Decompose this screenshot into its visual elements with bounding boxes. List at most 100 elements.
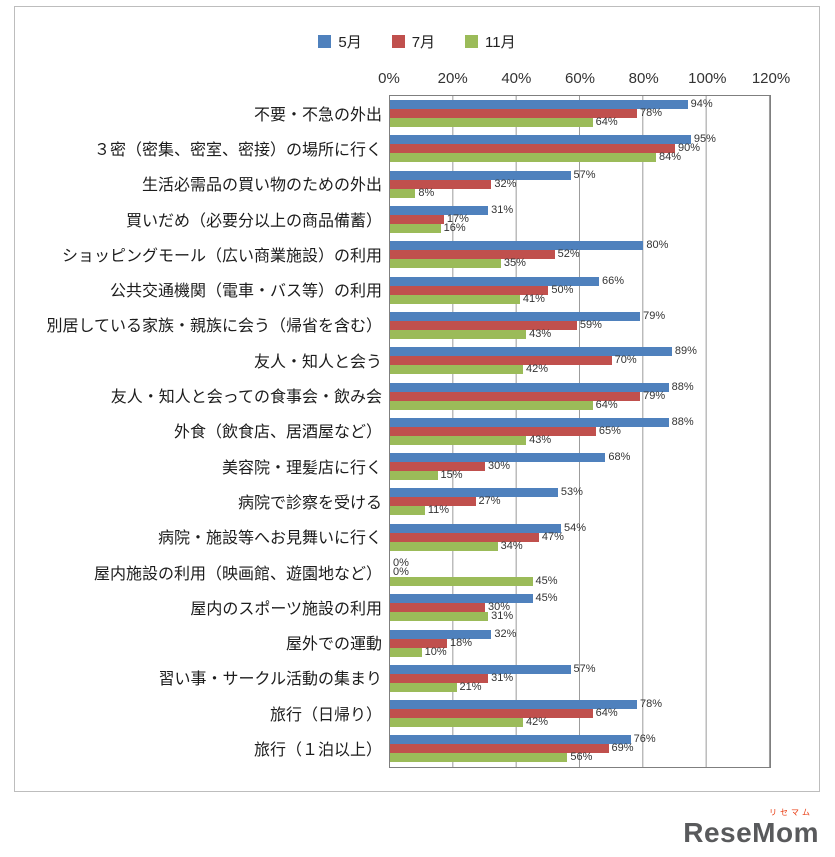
legend-swatch <box>318 35 332 48</box>
bar-group: 68% 30% 15% <box>390 449 770 484</box>
bar-group: 54% 47% 34% <box>390 520 770 555</box>
bar-value-label: 53% <box>560 486 583 499</box>
bar-group: 80% 52% 35% <box>390 237 770 272</box>
bar-value-label: 90% <box>678 142 701 155</box>
bar-fill <box>390 294 520 304</box>
bar-value-label: 17% <box>446 213 469 226</box>
bar-5月: 79% <box>390 309 770 322</box>
category-label: ショッピングモール（広い商業施設）の利用 <box>61 247 382 265</box>
bar-value-label: 89% <box>674 345 697 358</box>
bar-fill <box>390 744 609 754</box>
category-label: 不要・不急の外出 <box>253 106 382 124</box>
bar-value-label: 70% <box>614 354 637 367</box>
legend: 5月 7月 11月 <box>15 7 819 52</box>
bar-group: 95% 90% 84% <box>390 131 770 166</box>
bar-7月: 17% <box>390 213 770 226</box>
bar-5月: 88% <box>390 380 770 393</box>
bar-value-label: 16% <box>443 222 466 235</box>
bar-value-label: 94% <box>690 98 713 111</box>
bar-5月: 94% <box>390 98 770 111</box>
bar-group: 57% 32% 8% <box>390 167 770 202</box>
bar-value-label: 32% <box>494 627 517 640</box>
logo-katakana-text: リセマム <box>769 808 813 817</box>
bar-11月: 31% <box>390 610 770 623</box>
legend-item: 5月 <box>318 31 362 52</box>
bar-11月: 64% <box>390 399 770 410</box>
bar-value-label: 88% <box>671 415 694 428</box>
bar-5月: 32% <box>390 627 770 640</box>
bar-11月: 10% <box>390 646 770 657</box>
x-axis-tick: 80% <box>628 70 659 87</box>
bar-value-label: 31% <box>491 610 514 623</box>
bar-11月: 21% <box>390 681 770 692</box>
bar-value-label: 79% <box>643 309 666 322</box>
bar-group: 0% 0% 45% <box>390 555 770 590</box>
bar-value-label: 31% <box>491 204 514 217</box>
bar-value-label: 79% <box>643 389 666 402</box>
bar-value-label: 30% <box>488 601 511 614</box>
plot-area: 94% 78% 64% 95% 90% 84% 57% 32% 8% 31% 17% 16% 80% 52… <box>389 95 771 768</box>
bar-value-label: 47% <box>541 530 564 543</box>
bar-value-label: 30% <box>488 460 511 473</box>
bar-fill <box>390 179 492 189</box>
bar-5月: 78% <box>390 699 770 710</box>
bar-value-label: 66% <box>602 274 625 287</box>
bar-5月: 95% <box>390 133 770 146</box>
bar-fill <box>390 718 523 728</box>
bar-5月: 66% <box>390 274 770 287</box>
bar-7月: 30% <box>390 460 770 473</box>
bar-7月: 0% <box>390 567 770 578</box>
bar-group: 78% 64% 42% <box>390 696 770 731</box>
bar-7月: 70% <box>390 354 770 367</box>
bar-5月: 54% <box>390 522 770 533</box>
bar-7月: 27% <box>390 496 770 507</box>
category-labels: 不要・不急の外出 ３密（密集、密室、密接）の場所に行く生活必需品の買い物のための外… <box>15 95 389 768</box>
bar-11月: 42% <box>390 717 770 728</box>
x-axis-tick: 0% <box>378 70 400 87</box>
category-label: 屋外での運動 <box>285 636 382 654</box>
bar-value-label: 56% <box>570 751 593 764</box>
bar-fill <box>390 453 606 463</box>
bar-fill <box>390 215 444 225</box>
bar-fill <box>390 170 571 180</box>
x-axis-tick: 120% <box>751 70 791 87</box>
resemom-logo: リセマム ReseMom <box>683 807 819 847</box>
x-axis-tick: 100% <box>688 70 727 87</box>
bar-value-label: 64% <box>595 707 618 720</box>
bar-value-label: 11% <box>427 504 450 517</box>
bar-fill <box>390 709 593 719</box>
bar-value-label: 15% <box>440 469 463 482</box>
bar-value-label: 42% <box>526 363 549 376</box>
bar-group: 79% 59% 43% <box>390 308 770 343</box>
category-label: 生活必需品の買い物のための外出 <box>141 177 382 195</box>
bar-value-label: 65% <box>598 424 621 437</box>
category-label: ３密（密集、密室、密接）の場所に行く <box>93 141 382 159</box>
bar-value-label: 76% <box>633 733 656 746</box>
bar-fill <box>390 285 549 295</box>
bar-fill <box>390 682 457 692</box>
bar-fill <box>390 276 599 286</box>
bar-fill <box>390 462 485 472</box>
bar-value-label: 95% <box>693 133 716 146</box>
bar-group: 57% 31% 21% <box>390 661 770 696</box>
bar-value-label: 52% <box>557 248 580 261</box>
bar-fill <box>390 638 447 648</box>
bar-value-label: 35% <box>503 257 526 270</box>
bar-5月: 53% <box>390 486 770 499</box>
category-label: 公共交通機関（電車・バス等）の利用 <box>109 283 382 301</box>
bar-fill <box>390 391 641 401</box>
bar-value-label: 88% <box>671 380 694 393</box>
bar-7月: 31% <box>390 672 770 683</box>
bar-value-label: 50% <box>551 283 574 296</box>
bar-11月: 45% <box>390 576 770 587</box>
bar-group: 94% 78% 64% <box>390 96 770 131</box>
bar-fill <box>390 311 641 321</box>
bar-fill <box>390 259 501 269</box>
bar-value-label: 8% <box>418 186 435 199</box>
bar-value-label: 43% <box>529 327 552 340</box>
bar-fill <box>390 541 498 551</box>
bar-7月: 79% <box>390 389 770 402</box>
bar-fill <box>390 417 669 427</box>
bar-value-label: 59% <box>579 318 602 331</box>
bar-5月: 89% <box>390 345 770 358</box>
